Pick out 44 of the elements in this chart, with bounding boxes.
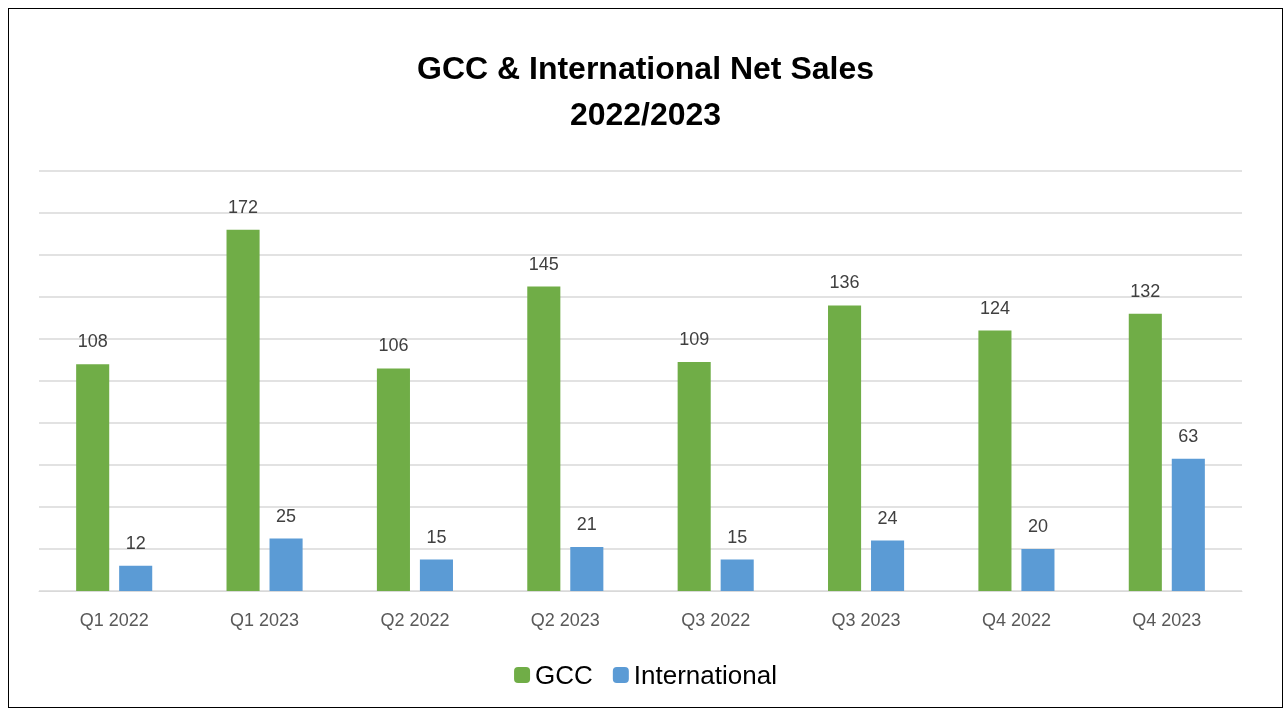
data-label: 108 (77, 331, 108, 352)
data-label: 106 (378, 335, 409, 356)
data-label: 124 (979, 297, 1010, 318)
bar (978, 330, 1012, 591)
bar (871, 540, 905, 591)
data-label: 12 (125, 532, 146, 553)
x-tick-label: Q3 2022 (681, 610, 751, 630)
data-label: 24 (877, 507, 898, 528)
bar (119, 565, 153, 591)
bar (1128, 313, 1162, 591)
bar (1171, 458, 1205, 591)
data-label: 20 (1027, 516, 1048, 536)
data-label: 25 (276, 505, 297, 526)
data-label: 15 (426, 526, 447, 547)
data-label: 145 (528, 253, 559, 274)
x-tick-label: Q1 2022 (79, 610, 149, 630)
data-label: 109 (679, 329, 710, 350)
x-tick-label: Q3 2023 (831, 610, 901, 630)
bar (570, 546, 604, 591)
data-label: 21 (576, 513, 597, 534)
bar (76, 364, 110, 591)
bar (1021, 549, 1055, 591)
bar (527, 286, 561, 591)
bar (419, 559, 453, 591)
bar (226, 229, 260, 591)
data-label: 136 (829, 272, 860, 293)
legend-label: International (633, 660, 777, 690)
data-label: 63 (1178, 425, 1199, 446)
data-label: 15 (727, 526, 748, 547)
chart-title: GCC & International Net Sales (417, 50, 874, 86)
x-tick-label: Q2 2023 (530, 610, 600, 630)
bar (720, 559, 754, 591)
x-tick-label: Q4 2023 (1132, 610, 1202, 630)
bar (828, 305, 862, 591)
legend-label: GCC (535, 660, 593, 690)
x-tick-label: Q4 2022 (981, 610, 1051, 630)
data-label: 172 (228, 196, 259, 217)
x-tick-label: Q1 2023 (230, 610, 300, 630)
x-tick-label: Q2 2022 (380, 610, 450, 630)
bar (376, 368, 410, 591)
bar (269, 538, 303, 591)
data-label: 132 (1130, 280, 1161, 301)
bar (677, 362, 711, 591)
chart-subtitle: 2022/2023 (569, 96, 722, 132)
